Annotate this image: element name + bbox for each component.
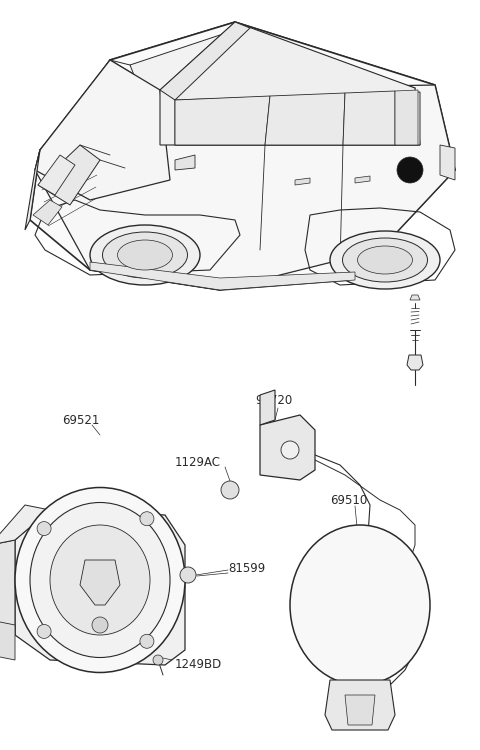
Circle shape (180, 567, 196, 583)
Circle shape (153, 655, 163, 665)
Polygon shape (345, 695, 375, 725)
Circle shape (281, 441, 299, 459)
Text: 81599: 81599 (228, 562, 265, 574)
Circle shape (92, 617, 108, 633)
Ellipse shape (290, 525, 430, 685)
Polygon shape (395, 90, 418, 145)
Polygon shape (15, 510, 185, 665)
Polygon shape (440, 145, 455, 180)
Text: 1129AC: 1129AC (175, 455, 221, 469)
Ellipse shape (343, 238, 428, 282)
Text: 1249BD: 1249BD (175, 658, 222, 671)
Circle shape (140, 512, 154, 526)
Polygon shape (260, 390, 275, 425)
Circle shape (140, 634, 154, 648)
Polygon shape (35, 60, 455, 290)
Polygon shape (0, 505, 50, 545)
Circle shape (221, 481, 239, 499)
Polygon shape (295, 178, 310, 185)
Ellipse shape (90, 225, 200, 285)
Polygon shape (110, 22, 435, 135)
Polygon shape (407, 355, 423, 370)
Polygon shape (410, 295, 420, 300)
Circle shape (397, 157, 423, 183)
Text: K: K (70, 176, 74, 181)
Polygon shape (0, 620, 15, 660)
Polygon shape (160, 22, 250, 100)
Polygon shape (0, 540, 15, 640)
Polygon shape (80, 560, 120, 605)
Polygon shape (30, 22, 455, 290)
Polygon shape (75, 545, 140, 633)
Ellipse shape (330, 231, 440, 289)
Ellipse shape (15, 488, 185, 673)
Text: 69521: 69521 (62, 413, 99, 427)
Ellipse shape (50, 525, 150, 635)
Polygon shape (90, 262, 355, 290)
Polygon shape (175, 92, 420, 145)
Circle shape (37, 521, 51, 536)
Ellipse shape (103, 232, 188, 278)
Polygon shape (25, 150, 40, 230)
Polygon shape (38, 145, 100, 205)
Polygon shape (35, 60, 170, 200)
Polygon shape (343, 91, 395, 145)
Polygon shape (130, 30, 415, 128)
Polygon shape (175, 155, 195, 170)
Polygon shape (325, 680, 395, 730)
Ellipse shape (358, 246, 412, 274)
Text: 69510: 69510 (330, 494, 367, 506)
Polygon shape (38, 155, 75, 195)
Polygon shape (355, 176, 370, 183)
Polygon shape (260, 415, 315, 480)
Text: 95720: 95720 (255, 394, 292, 406)
Ellipse shape (118, 240, 172, 270)
Polygon shape (175, 96, 270, 145)
Polygon shape (265, 93, 345, 145)
Ellipse shape (30, 503, 170, 658)
Circle shape (37, 625, 51, 638)
Polygon shape (160, 22, 420, 145)
Polygon shape (33, 200, 62, 225)
